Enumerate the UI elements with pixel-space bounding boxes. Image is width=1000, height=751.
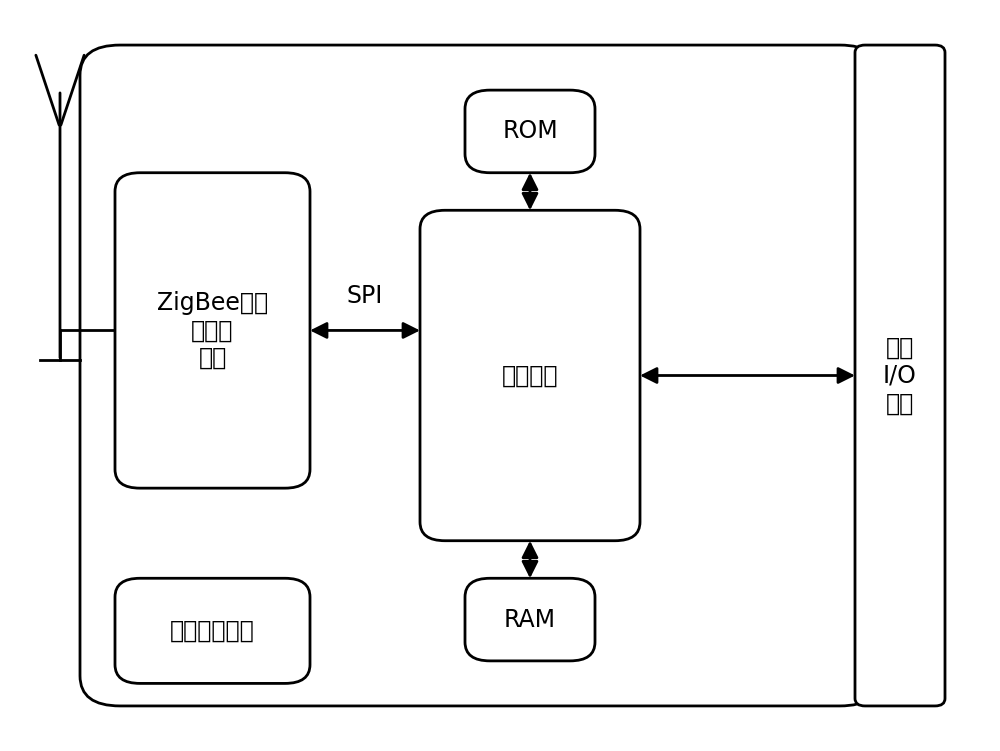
Text: ROM: ROM bbox=[502, 119, 558, 143]
FancyBboxPatch shape bbox=[855, 45, 945, 706]
Text: SPI: SPI bbox=[347, 284, 383, 308]
FancyBboxPatch shape bbox=[115, 578, 310, 683]
FancyBboxPatch shape bbox=[420, 210, 640, 541]
Text: 通用
I/O
接口: 通用 I/O 接口 bbox=[883, 336, 917, 415]
FancyBboxPatch shape bbox=[80, 45, 880, 706]
Text: RAM: RAM bbox=[504, 608, 556, 632]
FancyBboxPatch shape bbox=[465, 578, 595, 661]
Text: 电源管理模块: 电源管理模块 bbox=[170, 619, 255, 643]
Text: ZigBee无线
射频收
发器: ZigBee无线 射频收 发器 bbox=[157, 291, 268, 370]
Text: 微处理器: 微处理器 bbox=[502, 363, 558, 388]
FancyBboxPatch shape bbox=[115, 173, 310, 488]
FancyBboxPatch shape bbox=[465, 90, 595, 173]
